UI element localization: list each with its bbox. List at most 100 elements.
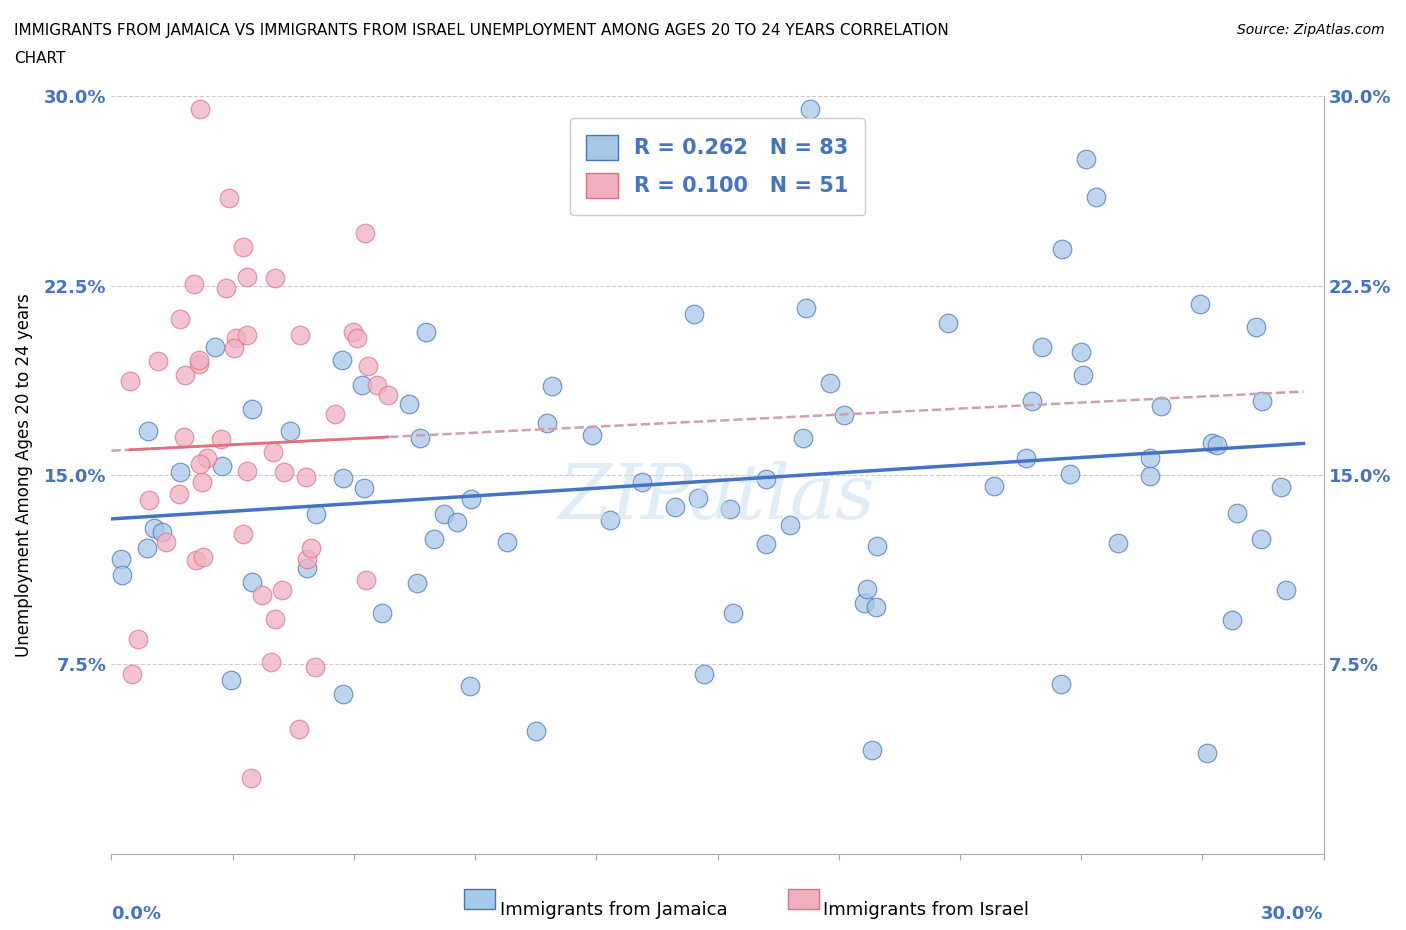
Point	[581, 428, 603, 443]
Point	[1015, 450, 1038, 465]
Point	[856, 582, 879, 597]
Point	[541, 379, 564, 394]
Point	[779, 517, 801, 532]
Point	[599, 512, 621, 527]
Point	[330, 352, 353, 367]
Point	[1139, 451, 1161, 466]
Text: Immigrants from Israel: Immigrants from Israel	[823, 901, 1029, 919]
Point	[423, 531, 446, 546]
Point	[211, 432, 233, 446]
Point	[832, 407, 855, 422]
Point	[342, 325, 364, 339]
Point	[273, 465, 295, 480]
Point	[146, 353, 169, 368]
Point	[866, 538, 889, 553]
Point	[239, 770, 262, 785]
Point	[155, 535, 177, 550]
Point	[240, 401, 263, 416]
Point	[354, 225, 377, 240]
Point	[1076, 152, 1098, 166]
Point	[794, 300, 817, 315]
Point	[409, 431, 432, 445]
Point	[260, 655, 283, 670]
Point	[110, 551, 132, 566]
Point	[121, 667, 143, 682]
Point	[240, 575, 263, 590]
Point	[983, 479, 1005, 494]
Point	[865, 600, 887, 615]
Point	[458, 679, 481, 694]
Point	[173, 367, 195, 382]
Point	[1270, 480, 1292, 495]
Point	[377, 388, 399, 403]
Point	[191, 550, 214, 565]
Point	[215, 281, 238, 296]
Point	[1201, 435, 1223, 450]
Point	[219, 673, 242, 688]
Point	[288, 722, 311, 737]
Point	[304, 660, 326, 675]
Text: IMMIGRANTS FROM JAMAICA VS IMMIGRANTS FROM ISRAEL UNEMPLOYMENT AMONG AGES 20 TO : IMMIGRANTS FROM JAMAICA VS IMMIGRANTS FR…	[14, 23, 949, 38]
Point	[232, 526, 254, 541]
Point	[1197, 745, 1219, 760]
Point	[496, 535, 519, 550]
Point	[195, 451, 218, 466]
Point	[127, 632, 149, 647]
Point	[1246, 320, 1268, 335]
Legend: R = 0.262   N = 83, R = 0.100   N = 51: R = 0.262 N = 83, R = 0.100 N = 51	[569, 118, 865, 215]
Point	[218, 191, 240, 206]
Point	[1139, 469, 1161, 484]
Point	[664, 499, 686, 514]
Point	[271, 583, 294, 598]
Point	[186, 552, 208, 567]
Point	[188, 457, 211, 472]
Point	[799, 101, 821, 116]
Point	[346, 331, 368, 346]
Point	[111, 568, 134, 583]
Point	[294, 470, 316, 485]
Point	[290, 328, 312, 343]
Point	[1205, 437, 1227, 452]
Point	[1220, 613, 1243, 628]
Point	[236, 327, 259, 342]
Point	[460, 492, 482, 507]
Point	[1085, 190, 1108, 205]
Text: ZIPatlas: ZIPatlas	[560, 460, 876, 535]
Point	[1107, 536, 1129, 551]
Point	[536, 416, 558, 431]
Point	[350, 378, 373, 392]
Point	[433, 507, 456, 522]
Text: CHART: CHART	[14, 51, 66, 66]
Point	[323, 406, 346, 421]
Text: 0.0%: 0.0%	[111, 905, 162, 923]
Point	[1226, 506, 1249, 521]
Point	[173, 429, 195, 444]
Point	[150, 525, 173, 539]
Point	[366, 378, 388, 392]
Point	[1071, 367, 1094, 382]
Point	[188, 101, 211, 116]
Point	[187, 352, 209, 367]
Text: Source: ZipAtlas.com: Source: ZipAtlas.com	[1237, 23, 1385, 37]
Point	[143, 520, 166, 535]
Point	[415, 325, 437, 339]
Point	[755, 537, 778, 551]
Point	[936, 315, 959, 330]
Point	[1250, 532, 1272, 547]
Point	[167, 486, 190, 501]
Point	[353, 481, 375, 496]
Point	[235, 463, 257, 478]
Point	[188, 356, 211, 371]
Point	[526, 724, 548, 738]
Point	[332, 686, 354, 701]
Point	[191, 475, 214, 490]
Point	[1050, 242, 1073, 257]
Point	[1031, 339, 1053, 354]
Point	[138, 492, 160, 507]
Point	[211, 458, 233, 473]
Point	[852, 595, 875, 610]
Text: 30.0%: 30.0%	[1261, 905, 1323, 923]
Point	[1251, 394, 1274, 409]
Point	[295, 551, 318, 566]
Point	[792, 430, 814, 445]
